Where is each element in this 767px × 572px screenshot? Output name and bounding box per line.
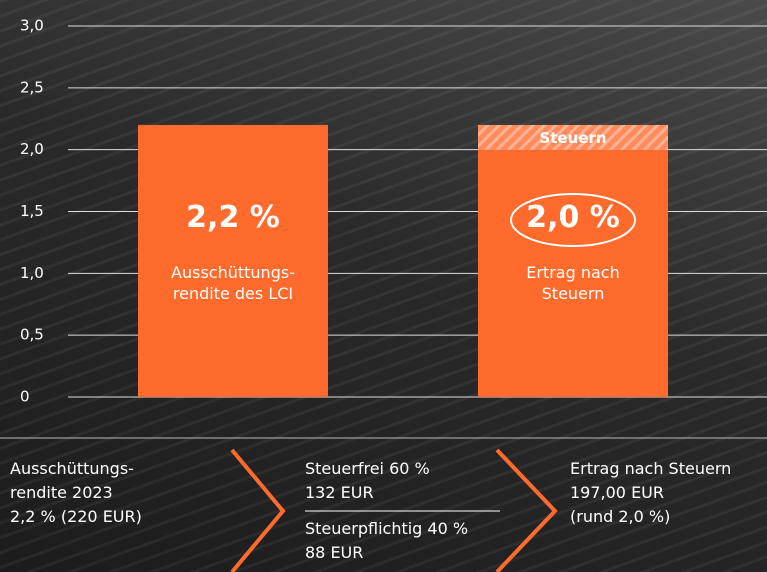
value-label: 2,2 % bbox=[138, 200, 328, 235]
page: 00,51,01,52,02,53,0Steuern (() => { cons… bbox=[0, 0, 767, 572]
y-tick-label: 2,5 bbox=[20, 78, 44, 96]
arrow bbox=[232, 450, 283, 572]
arrow bbox=[497, 450, 555, 572]
y-tick-label: 0,5 bbox=[20, 326, 44, 344]
bar-label: Ertrag nach Steuern bbox=[478, 262, 668, 304]
flow-text: Steuerfrei 60 % 132 EUR bbox=[305, 457, 430, 505]
y-tick-label: 1,5 bbox=[20, 202, 44, 220]
flow-text: Steuerpflichtig 40 % 88 EUR bbox=[305, 517, 468, 565]
y-tick-label: 2,0 bbox=[20, 140, 44, 158]
flow-text: Ertrag nach Steuern 197,00 EUR (rund 2,0… bbox=[570, 457, 731, 529]
segment-label: Steuern bbox=[539, 129, 606, 147]
value-label: 2,0 % bbox=[478, 200, 668, 235]
y-tick-label: 3,0 bbox=[20, 17, 44, 35]
flow-text: Ausschüttungs- rendite 2023 2,2 % (220 E… bbox=[10, 457, 142, 529]
y-tick-label: 1,0 bbox=[20, 264, 44, 282]
y-tick-label: 0 bbox=[20, 388, 30, 406]
bar-label: Ausschüttungs- rendite des LCI bbox=[138, 262, 328, 304]
bar bbox=[138, 125, 328, 397]
